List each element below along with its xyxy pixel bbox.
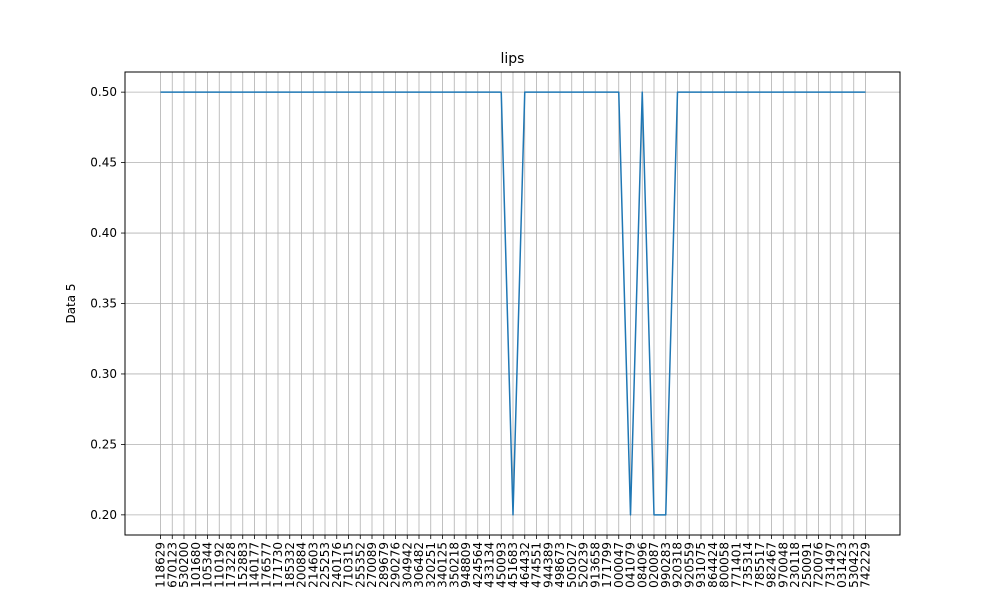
- y-axis: 0.20 0.25 0.30 0.35 0.40 0.45 0.50: [90, 85, 125, 522]
- x-tick-label: 990283: [659, 542, 673, 588]
- x-tick-label: 433134: [483, 542, 497, 588]
- x-tick-label: 800058: [718, 542, 732, 588]
- x-tick-label: 270089: [365, 542, 379, 588]
- x-axis: 1186296701235302001016801053441101921732…: [154, 535, 873, 588]
- series-line-group: [160, 91, 866, 516]
- x-tick-label: 230118: [788, 542, 802, 588]
- x-tick-label: 171799: [600, 542, 614, 588]
- x-tick-label: 340125: [436, 542, 450, 588]
- x-tick-label: 948809: [459, 542, 473, 588]
- x-tick-label: 474551: [530, 542, 544, 588]
- x-tick-label: 240176: [330, 542, 344, 588]
- x-tick-label: 105344: [201, 542, 215, 588]
- grid: [125, 72, 900, 535]
- x-tick-label: 084096: [635, 542, 649, 588]
- x-tick-label: 255352: [353, 542, 367, 588]
- x-tick-label: 670123: [165, 542, 179, 588]
- x-tick-label: 771401: [729, 542, 743, 588]
- x-tick-label: 110192: [212, 542, 226, 588]
- x-tick-label: 306482: [412, 542, 426, 588]
- y-tick-label: 0.50: [90, 85, 117, 99]
- x-tick-label: 350218: [447, 542, 461, 588]
- x-tick-label: 200884: [295, 542, 309, 588]
- y-tick-label: 0.30: [90, 367, 117, 381]
- x-tick-label: 742229: [859, 542, 873, 588]
- x-tick-label: 920318: [671, 542, 685, 588]
- x-tick-label: 450093: [494, 542, 508, 588]
- x-tick-label: 225253: [318, 542, 332, 588]
- x-tick-label: 944389: [541, 542, 555, 588]
- x-tick-label: 530200: [177, 542, 191, 588]
- x-tick-label: 464432: [518, 542, 532, 588]
- x-tick-label: 020087: [647, 542, 661, 588]
- x-tick-label: 000047: [612, 542, 626, 588]
- x-tick-label: 530423: [847, 542, 861, 588]
- chart-title: lips: [501, 51, 525, 67]
- y-tick-label: 0.25: [90, 437, 117, 451]
- y-axis-label: Data 5: [64, 283, 78, 323]
- x-tick-label: 970048: [776, 542, 790, 588]
- y-tick-label: 0.20: [90, 508, 117, 522]
- x-tick-label: 720076: [812, 542, 826, 588]
- x-tick-label: 214603: [306, 542, 320, 588]
- x-tick-label: 031423: [835, 542, 849, 588]
- x-tick-label: 982467: [765, 542, 779, 588]
- x-tick-label: 152883: [236, 542, 250, 588]
- x-tick-label: 451683: [506, 542, 520, 588]
- x-tick-label: 289679: [377, 542, 391, 588]
- x-tick-label: 424564: [471, 542, 485, 588]
- y-tick-label: 0.40: [90, 226, 117, 240]
- x-tick-label: 505027: [565, 542, 579, 588]
- y-tick-label: 0.45: [90, 156, 117, 170]
- x-tick-label: 498673: [553, 542, 567, 588]
- x-tick-label: 913658: [588, 542, 602, 588]
- x-tick-label: 118629: [154, 542, 168, 588]
- x-tick-label: 250091: [800, 542, 814, 588]
- x-tick-label: 304942: [400, 542, 414, 588]
- x-tick-label: 785517: [753, 542, 767, 588]
- x-tick-label: 731497: [823, 542, 837, 588]
- x-tick-label: 520239: [577, 542, 591, 588]
- x-tick-label: 864424: [706, 542, 720, 588]
- x-tick-label: 140177: [248, 542, 262, 588]
- x-tick-label: 173228: [224, 542, 238, 588]
- x-tick-label: 931075: [694, 542, 708, 588]
- x-tick-label: 171730: [271, 542, 285, 588]
- x-tick-label: 735314: [741, 542, 755, 588]
- x-tick-label: 710315: [342, 542, 356, 588]
- x-tick-label: 176577: [259, 542, 273, 588]
- x-tick-label: 290276: [389, 542, 403, 588]
- x-tick-label: 920559: [682, 542, 696, 588]
- x-tick-label: 101680: [189, 542, 203, 588]
- x-tick-label: 320251: [424, 542, 438, 588]
- x-tick-label: 185332: [283, 542, 297, 588]
- y-tick-label: 0.35: [90, 297, 117, 311]
- x-tick-label: 041079: [624, 542, 638, 588]
